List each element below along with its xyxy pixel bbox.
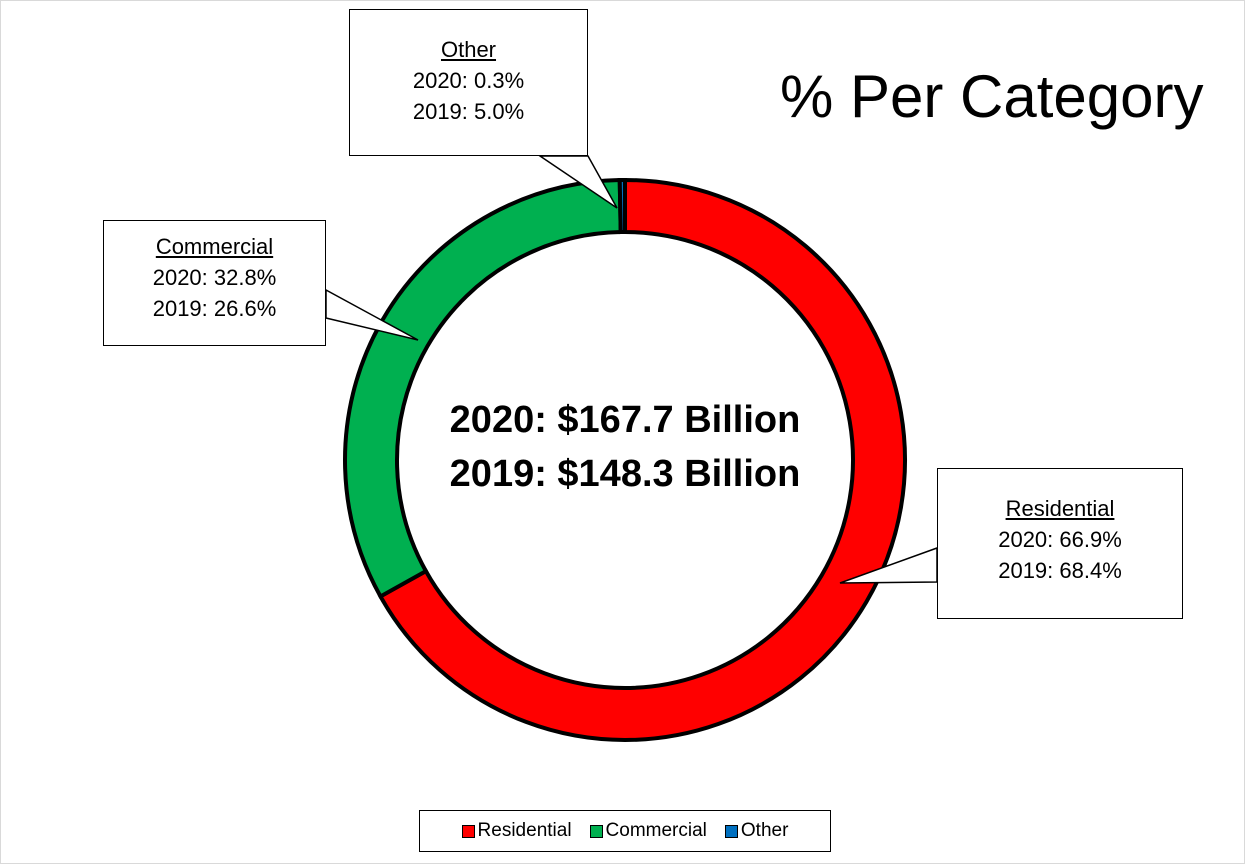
legend-swatch-residential — [461, 824, 475, 838]
data-label-residential: Residential 2020: 66.9% 2019: 68.4% — [937, 468, 1183, 619]
center-label-2019: 2019: $148.3 Billion — [449, 453, 801, 495]
data-label-residential-name: Residential — [1005, 496, 1115, 521]
donut-slices — [343, 177, 907, 742]
callout-leaders — [325, 155, 938, 584]
data-label-commercial-name: Commercial — [155, 234, 274, 259]
legend-entry-residential: Residential — [461, 820, 572, 842]
legend-entry-other: Other — [724, 820, 789, 842]
data-label-residential-2019: 2019: 68.4% — [998, 558, 1122, 583]
legend-entry-commercial: Commercial — [589, 820, 707, 842]
legend-swatch-commercial — [589, 824, 603, 838]
data-label-commercial: Commercial 2020: 32.8% 2019: 26.6% — [103, 220, 326, 346]
center-label-2020: 2020: $167.7 Billion — [449, 399, 801, 441]
legend-label-residential: Residential — [477, 820, 572, 841]
data-label-other-2020: 2020: 0.3% — [412, 68, 525, 93]
slice-residential — [377, 177, 907, 742]
legend-label-other: Other — [740, 820, 789, 841]
slice-commercial — [343, 178, 623, 600]
leader-other — [537, 155, 618, 209]
legend-label-commercial: Commercial — [605, 820, 707, 841]
center-label: 2020: $167.7 Billion 2019: $148.3 Billio… — [400, 393, 850, 501]
slice-other — [617, 177, 627, 235]
data-label-residential-2020: 2020: 66.9% — [998, 527, 1122, 552]
data-label-commercial-2020: 2020: 32.8% — [152, 265, 277, 290]
legend: Residential Commercial Other — [419, 810, 831, 852]
leader-commercial — [325, 288, 419, 341]
data-label-other-2019: 2019: 5.0% — [412, 99, 525, 124]
chart-title: % Per Category — [780, 63, 1204, 130]
data-label-other-name: Other — [440, 37, 497, 62]
data-label-commercial-2019: 2019: 26.6% — [152, 296, 277, 321]
data-label-other: Other 2020: 0.3% 2019: 5.0% — [349, 9, 588, 156]
legend-swatch-other — [724, 824, 738, 838]
